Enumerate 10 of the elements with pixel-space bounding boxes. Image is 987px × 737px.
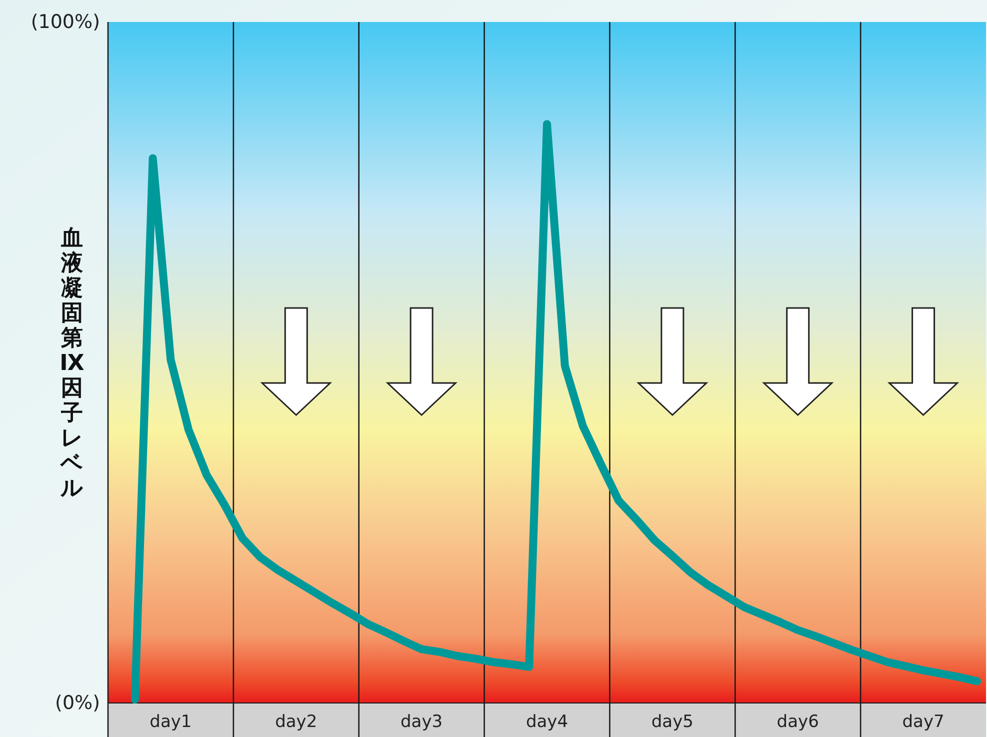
y-tick-label: (100%) — [30, 11, 100, 33]
text: 血液凝固第Ⅸ因子レベル — [60, 226, 84, 501]
x-tick-label: day6 — [776, 712, 819, 732]
x-tick-label: day2 — [275, 712, 318, 732]
x-tick-label: day4 — [526, 712, 568, 732]
x-tick-label: day7 — [902, 712, 944, 732]
x-tick-label: day3 — [400, 712, 443, 732]
y-tick-label: (0%) — [55, 692, 100, 714]
x-tick-label: day5 — [651, 712, 694, 732]
x-tick-label: day1 — [150, 712, 192, 732]
